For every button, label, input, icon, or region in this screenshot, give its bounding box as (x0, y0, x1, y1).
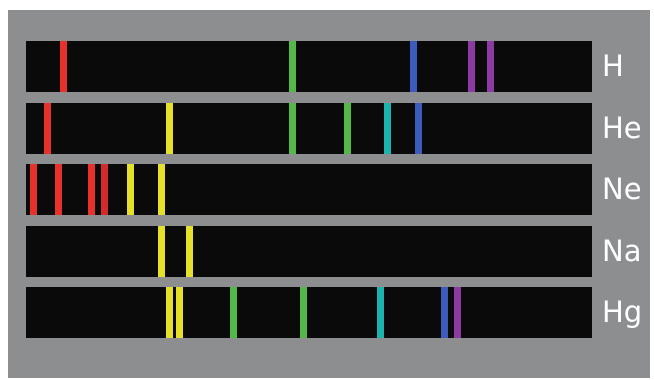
spectrum-strip-hg (26, 287, 592, 338)
spectrum-strip-na (26, 226, 592, 277)
spectrum-strip-ne (26, 164, 592, 215)
element-label-hg: Hg (602, 295, 643, 329)
emission-line (55, 164, 62, 215)
emission-line (158, 164, 165, 215)
spectrum-strip-he (26, 103, 592, 154)
emission-line (468, 41, 475, 92)
emission-line (377, 287, 384, 338)
emission-line (186, 226, 193, 277)
spectra-panel: H He Ne Na Hg (8, 10, 650, 378)
emission-line (441, 287, 448, 338)
emission-line (344, 103, 351, 154)
emission-line (60, 41, 67, 92)
emission-line (127, 164, 134, 215)
emission-line (44, 103, 51, 154)
emission-line (384, 103, 391, 154)
emission-line (454, 287, 461, 338)
element-label-he: He (602, 111, 642, 145)
emission-line (289, 103, 296, 154)
element-label-na: Na (602, 234, 642, 268)
emission-line (300, 287, 307, 338)
emission-line (487, 41, 494, 92)
emission-line (415, 103, 422, 154)
emission-line (101, 164, 108, 215)
emission-line (30, 164, 37, 215)
element-label-h: H (602, 49, 624, 83)
element-label-ne: Ne (602, 172, 642, 206)
emission-line (166, 287, 173, 338)
emission-line (289, 41, 296, 92)
emission-line (230, 287, 237, 338)
spectrum-strip-h (26, 41, 592, 92)
emission-line (88, 164, 95, 215)
emission-line (158, 226, 165, 277)
emission-line (410, 41, 417, 92)
emission-line (166, 103, 173, 154)
emission-line (176, 287, 183, 338)
